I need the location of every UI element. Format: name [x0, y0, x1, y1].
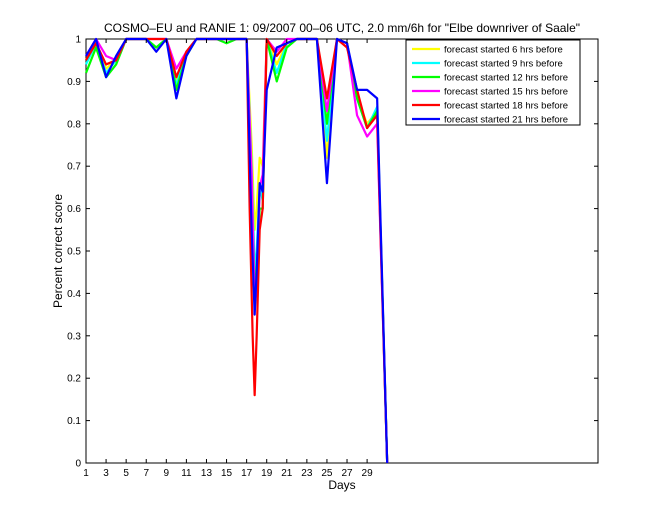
y-tick-label: 0.8 — [67, 119, 81, 130]
legend: forecast started 6 hrs before forecast st… — [405, 39, 581, 126]
x-tick-label: 1 — [83, 468, 89, 479]
x-tick-label: 13 — [201, 468, 213, 479]
x-tick-label: 3 — [103, 468, 109, 479]
y-tick-label: 0.9 — [67, 77, 81, 88]
legend-label-5: forecast started 18 hrs before — [444, 101, 568, 112]
tick-layer: 1 3 5 7 9 11 13 15 17 19 21 23 25 27 2900.10.20.30.40.… — [67, 35, 598, 479]
y-tick-label: 0.3 — [67, 331, 81, 342]
y-tick-label: 1 — [75, 35, 81, 46]
x-tick-label: 5 — [123, 468, 129, 479]
y-tick-label: 0.5 — [67, 247, 81, 258]
y-axis-label: Percent correct score — [51, 194, 65, 308]
legend-label-4: forecast started 15 hrs before — [444, 87, 568, 98]
x-tick-label: 23 — [301, 468, 313, 479]
x-tick-label: 19 — [261, 468, 273, 479]
legend-box — [405, 39, 581, 126]
y-tick-label: 0.1 — [67, 416, 81, 427]
x-tick-label: 7 — [143, 468, 149, 479]
legend-label-2: forecast started 9 hrs before — [444, 59, 563, 70]
x-tick-label: 25 — [321, 468, 333, 479]
legend-label-6: forecast started 21 hrs before — [444, 115, 568, 126]
y-tick-label: 0.7 — [67, 162, 81, 173]
series-layer — [84, 37, 389, 464]
x-tick-label: 9 — [164, 468, 170, 479]
x-tick-label: 11 — [181, 468, 192, 479]
y-tick-label: 0 — [75, 459, 81, 470]
legend-label-1: forecast started 6 hrs before — [444, 45, 563, 56]
x-tick-label: 21 — [281, 468, 293, 479]
legend-label-3: forecast started 12 hrs before — [444, 73, 568, 84]
y-tick-label: 0.4 — [67, 289, 81, 300]
x-tick-label: 17 — [241, 468, 253, 479]
x-tick-label: 27 — [341, 468, 353, 479]
x-tick-label: 29 — [362, 468, 374, 479]
x-axis-label: Days — [328, 478, 355, 492]
x-tick-label: 15 — [221, 468, 233, 479]
chart-title: COSMO–EU and RANIE 1: 09/2007 00–06 UTC,… — [104, 21, 580, 35]
series-line-6 — [85, 37, 389, 464]
y-tick-label: 0.2 — [67, 374, 81, 385]
y-tick-label: 0.6 — [67, 204, 81, 215]
